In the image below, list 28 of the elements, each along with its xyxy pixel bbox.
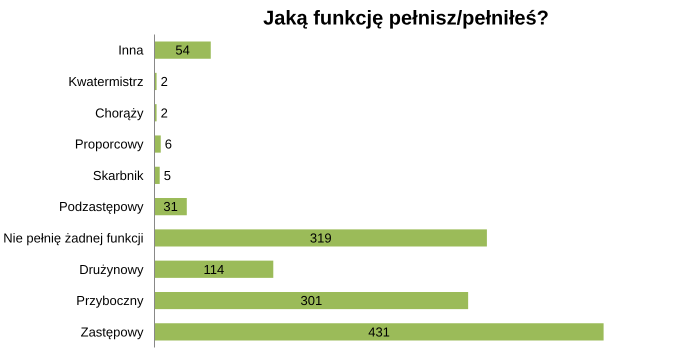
y-tick-label: Podzastępowy	[58, 199, 144, 214]
bar	[154, 198, 187, 216]
bar	[154, 323, 604, 340]
y-tick-label: Zastępowy	[80, 324, 144, 340]
data-label: 2	[160, 74, 168, 89]
data-label: 2	[160, 105, 168, 120]
y-tick-label: Kwatermistrz	[68, 74, 144, 89]
y-tick-label: Nie pełnię żadnej funkcji	[3, 230, 144, 246]
y-tick-label: Proporcowy	[74, 136, 144, 152]
y-tick-label: Inna	[118, 42, 144, 58]
data-label: 319	[310, 230, 332, 246]
y-tick-label: Skarbnik	[92, 168, 144, 183]
bar	[154, 292, 468, 310]
bar	[154, 42, 211, 59]
data-label: 431	[368, 324, 390, 340]
y-tick-label: Chorąży	[95, 105, 144, 120]
bar	[154, 260, 274, 278]
data-label: 31	[163, 199, 178, 214]
y-tick-label: Przyboczny	[76, 293, 144, 308]
data-label: 54	[175, 42, 190, 58]
data-label: 5	[164, 168, 171, 183]
data-label: 6	[164, 136, 172, 152]
bar	[154, 135, 161, 153]
data-label: 301	[300, 293, 322, 308]
data-label: 114	[204, 262, 224, 277]
y-tick-label: Drużynowy	[79, 262, 144, 277]
chart-title: Jaką funkcję pełnisz/pełniłeś?	[263, 8, 549, 30]
bar	[154, 229, 487, 247]
